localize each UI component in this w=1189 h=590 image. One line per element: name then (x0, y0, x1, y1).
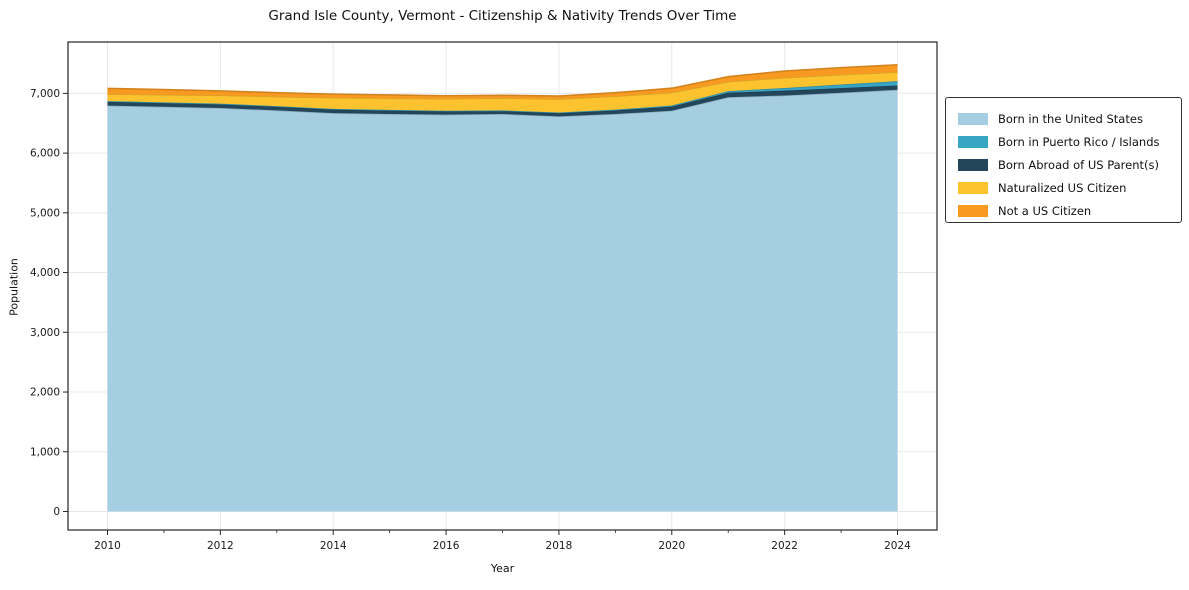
legend-label-1: Born in Puerto Rico / Islands (998, 134, 1160, 149)
x-tick-label: 2014 (320, 540, 347, 552)
legend-label-3: Naturalized US Citizen (998, 180, 1127, 195)
legend-label-0: Born in the United States (998, 111, 1143, 126)
legend-swatch-0 (958, 112, 988, 125)
stacked-areas (107, 64, 898, 512)
legend-label-2: Born Abroad of US Parent(s) (998, 157, 1159, 172)
y-tick-label: 6,000 (30, 148, 60, 160)
x-tick-label: 2024 (884, 540, 911, 552)
y-tick-label: 3,000 (30, 327, 60, 339)
area-band-0 (107, 89, 898, 512)
chart-title: Grand Isle County, Vermont - Citizenship… (268, 8, 737, 24)
area-band-3 (107, 72, 898, 113)
legend-swatch-3 (958, 181, 988, 194)
legend-item-2: Born Abroad of US Parent(s) (958, 153, 1171, 176)
legend-item-3: Naturalized US Citizen (958, 176, 1171, 199)
x-tick-label: 2012 (207, 540, 234, 552)
x-tick-label: 2010 (94, 540, 121, 552)
y-axis-label: Population (7, 258, 21, 316)
y-tick-label: 2,000 (30, 387, 60, 399)
legend-item-4: Not a US Citizen (958, 199, 1171, 222)
y-tick-label: 5,000 (30, 207, 60, 219)
x-axis-label: Year (490, 562, 515, 575)
x-tick-label: 2020 (658, 540, 685, 552)
legend-swatch-4 (958, 204, 988, 217)
x-tick-label: 2018 (546, 540, 573, 552)
legend-label-4: Not a US Citizen (998, 203, 1092, 218)
y-tick-label: 0 (53, 506, 60, 518)
legend: Born in the United States Born in Puerto … (945, 97, 1182, 223)
x-tick-label: 2022 (771, 540, 798, 552)
y-tick-label: 7,000 (30, 88, 60, 100)
y-tick-label: 1,000 (30, 446, 60, 458)
x-tick-label: 2016 (433, 540, 460, 552)
y-tick-label: 4,000 (30, 267, 60, 279)
legend-item-0: Born in the United States (958, 107, 1171, 130)
legend-swatch-2 (958, 158, 988, 171)
area-edge-4 (107, 64, 898, 97)
legend-swatch-1 (958, 135, 988, 148)
legend-item-1: Born in Puerto Rico / Islands (958, 130, 1171, 153)
